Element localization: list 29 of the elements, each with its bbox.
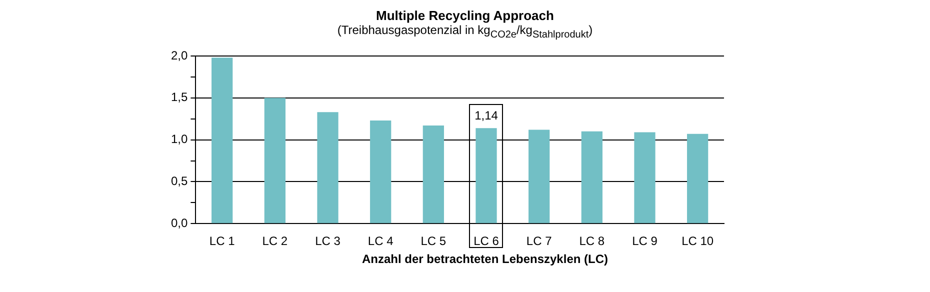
chart-subtitle: (Treibhausgaspotenzial in kg$_{CO2e}$/kg$_{Stahlprodukt}$) xyxy=(336,23,594,40)
x-tick-label: LC 1 xyxy=(209,234,236,249)
x-tick-label: LC 5 xyxy=(420,234,446,249)
bar xyxy=(212,58,233,224)
bar xyxy=(422,126,444,224)
bar xyxy=(687,134,708,224)
bar xyxy=(634,132,656,224)
x-tick-label: LC 10 xyxy=(682,234,714,249)
bar xyxy=(317,112,338,224)
x-tick-label: LC 6 xyxy=(474,234,500,249)
x-tick-label: LC 3 xyxy=(315,234,341,249)
x-tick-label: LC 2 xyxy=(262,234,288,249)
bar xyxy=(370,120,392,224)
x-axis-title: Anzahl der betrachteten Lebenszyklen (LC) xyxy=(360,252,610,266)
y-tick-label: 1,0 xyxy=(170,132,188,147)
x-tick-label: LC 7 xyxy=(526,234,552,249)
data-label: 1,14 xyxy=(474,108,498,123)
y-tick-label: 1,5 xyxy=(170,90,188,105)
bar xyxy=(264,98,286,224)
y-tick-label: 0,0 xyxy=(170,216,188,230)
x-tick-label: LC 9 xyxy=(632,234,658,249)
y-tick-label: 2,0 xyxy=(170,48,188,63)
y-tick-label: 0,5 xyxy=(170,174,188,188)
x-tick-label: LC 8 xyxy=(579,234,605,249)
bar xyxy=(581,132,602,224)
bar xyxy=(528,130,550,224)
bar xyxy=(476,128,497,224)
chart-title: Multiple Recycling Approach xyxy=(375,8,555,23)
x-tick-label: LC 4 xyxy=(368,234,394,249)
